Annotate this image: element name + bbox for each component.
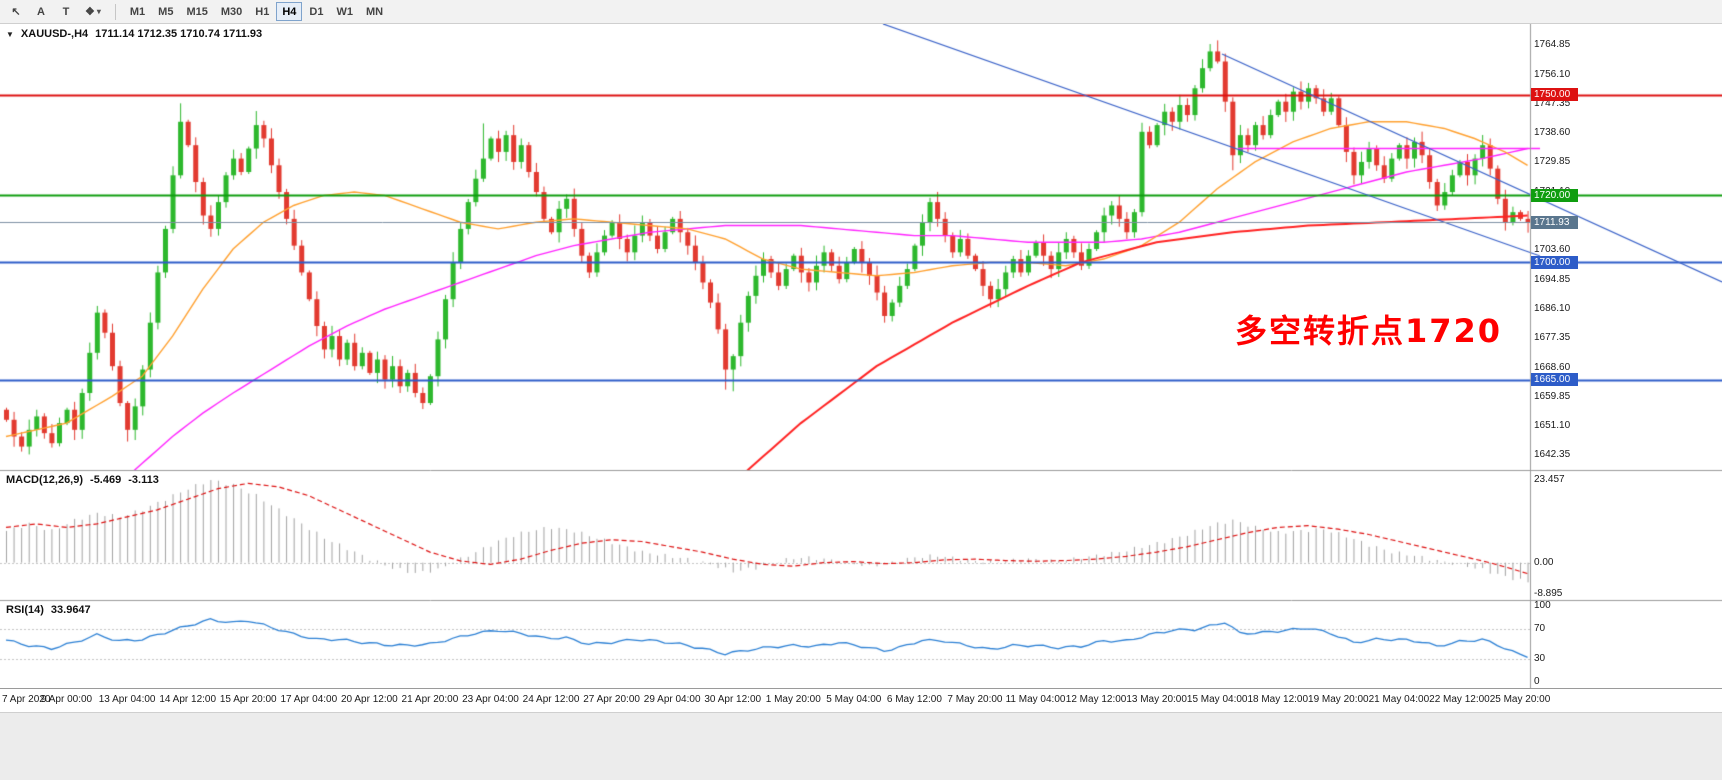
time-axis[interactable]: 7 Apr 2020 9 Apr 00:00 13 Apr 04:00 14 Apr …: [0, 688, 1722, 712]
timeframe-m1-button[interactable]: M1: [129, 5, 146, 18]
time-axis-label: 25 May 20:00: [1489, 694, 1551, 705]
time-axis-label: 30 Apr 12:00: [704, 694, 762, 705]
time-axis-label: 13 Apr 04:00: [98, 694, 156, 705]
toolbar-timeframes: M1 M5 M15 M30 H1 H4 D1 W1 MN: [124, 2, 389, 21]
time-axis-label: 17 Apr 04:00: [280, 694, 338, 705]
chart-canvas[interactable]: [0, 24, 1722, 688]
time-axis-label: 27 Apr 20:00: [583, 694, 640, 705]
symbol-period-label: XAUUSD-,H4: [20, 28, 89, 40]
timeframe-m15-button[interactable]: M15: [186, 5, 208, 18]
timeframe-h4-button[interactable]: H4: [276, 2, 303, 21]
time-axis-label: 24 Apr 12:00: [522, 694, 580, 705]
ohlc-readout: 1711.14 1712.35 1710.74 1711.93: [95, 28, 263, 40]
chart-title-bar: ▼ XAUUSD-,H4 1711.14 1712.35 1710.74 171…: [6, 28, 262, 40]
time-axis-label: 22 May 12:00: [1429, 694, 1490, 705]
time-axis-label: 21 May 04:00: [1368, 694, 1430, 705]
toolbar-tools: ↖ A T ❖ ▾: [4, 2, 107, 21]
time-axis-label: 15 Apr 20:00: [219, 694, 277, 705]
rsi-value: 33.9647: [50, 604, 91, 616]
time-axis-label: 18 May 12:00: [1247, 694, 1309, 705]
timeframe-m5-button[interactable]: M5: [158, 5, 174, 18]
time-axis-label: 9 Apr 00:00: [40, 694, 93, 705]
macd-main-value: -5.469: [90, 474, 122, 486]
time-axis-label: 23 Apr 04:00: [462, 694, 519, 705]
time-axis-label: 12 May 12:00: [1065, 694, 1127, 705]
draw-tools-button[interactable]: ❖ ▾: [85, 6, 101, 18]
time-axis-label: 21 Apr 20:00: [401, 694, 459, 705]
cursor-button[interactable]: ↖: [11, 6, 21, 18]
chart-annotation: 多空转折点1720: [1235, 312, 1503, 350]
macd-label: MACD(12,26,9) -5.469 -3.113: [6, 474, 159, 486]
rsi-label: RSI(14) 33.9647: [6, 604, 91, 616]
toolbar-separator: [114, 3, 116, 20]
macd-name: MACD(12,26,9): [6, 474, 84, 486]
time-axis-label: 13 May 20:00: [1126, 694, 1187, 705]
timeframe-d1-button[interactable]: D1: [309, 5, 324, 18]
time-axis-label: 11 May 04:00: [1005, 694, 1066, 705]
macd-signal-value: -3.113: [128, 474, 159, 486]
time-axis-label: 29 Apr 04:00: [643, 694, 701, 705]
rsi-name: RSI(14): [6, 604, 44, 616]
time-axis-label: 19 May 20:00: [1308, 694, 1369, 705]
time-axis-label: 20 Apr 12:00: [341, 694, 398, 705]
time-axis-label: 14 Apr 12:00: [159, 694, 217, 705]
time-axis-label: 7 May 20:00: [947, 694, 1003, 705]
timeframe-h1-button[interactable]: H1: [255, 5, 270, 18]
dropdown-caret-icon: ▾: [96, 7, 101, 16]
bottom-panel: [0, 712, 1722, 780]
timeframe-mn-button[interactable]: MN: [365, 5, 384, 18]
text-box-button[interactable]: T: [62, 5, 70, 18]
time-axis-label: 7 Apr 2020: [2, 694, 51, 705]
timeframe-m30-button[interactable]: M30: [220, 5, 243, 18]
text-label-button[interactable]: A: [37, 5, 45, 18]
timeframe-w1-button[interactable]: W1: [336, 5, 353, 18]
time-axis-label: 1 May 20:00: [765, 694, 821, 705]
chart-window: ▼ XAUUSD-,H4 1711.14 1712.35 1710.74 171…: [0, 24, 1722, 688]
time-axis-label: 15 May 04:00: [1186, 694, 1248, 705]
time-axis-label: 5 May 04:00: [826, 694, 882, 705]
time-axis-label: 6 May 12:00: [886, 694, 942, 705]
chart-collapse-icon[interactable]: ▼: [6, 29, 14, 39]
top-toolbar: ↖ A T ❖ ▾ M1 M5 M15 M30 H1 H4 D1 W1 MN: [0, 0, 1722, 24]
